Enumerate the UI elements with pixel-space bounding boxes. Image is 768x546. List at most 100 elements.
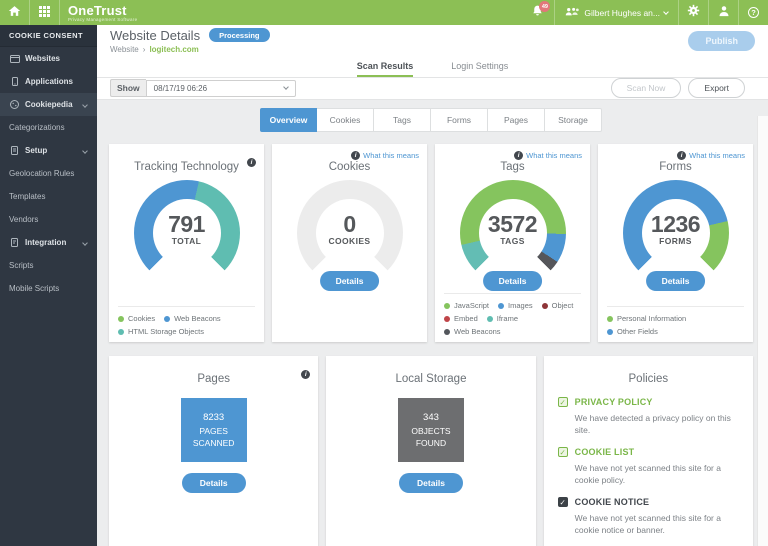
legend-label: HTML Storage Objects <box>128 327 204 336</box>
sidebar-item-geolocation-rules[interactable]: Geolocation Rules <box>0 162 97 185</box>
legend-label: Personal Information <box>617 314 687 323</box>
policy-cookie-notice: ✓ COOKIE NOTICE We have not yet scanned … <box>557 497 738 536</box>
profile-button[interactable] <box>708 0 738 25</box>
subtab-storage[interactable]: Storage <box>545 108 602 132</box>
legend-label: Embed <box>454 314 478 323</box>
what-this-means-link[interactable]: i What this means <box>677 151 745 160</box>
chevron-down-icon <box>82 101 88 108</box>
policy-cookie-list: ✓ COOKIE LIST We have not yet scanned th… <box>557 447 738 486</box>
home-button[interactable] <box>0 0 30 25</box>
policy-label: COOKIE LIST <box>574 447 635 457</box>
subtab-overview[interactable]: Overview <box>260 108 317 132</box>
checkbox-checked-icon[interactable]: ✓ <box>557 447 568 457</box>
what-this-means-link[interactable]: i What this means <box>351 151 419 160</box>
tags-card: i What this means Tags 3572 TAGS Details … <box>435 144 590 342</box>
sidebar-item-label: Setup <box>25 146 48 155</box>
sidebar-item-label: Cookiepedia <box>25 100 73 109</box>
details-button[interactable]: Details <box>319 271 380 291</box>
sidebar-item-applications[interactable]: Applications <box>0 70 97 93</box>
sidebar-item-label: Applications <box>25 77 74 86</box>
subtab-pages[interactable]: Pages <box>488 108 545 132</box>
sidebar-item-setup[interactable]: Setup <box>0 139 97 162</box>
gear-icon <box>687 4 700 22</box>
legend-dot <box>444 328 450 335</box>
info-icon[interactable]: i <box>247 151 256 169</box>
top-bar: OneTrust Privacy Management Software 49 … <box>0 0 768 25</box>
sidebar-item-templates[interactable]: Templates <box>0 185 97 208</box>
forms-gauge: 1236 FORMS Details <box>622 180 729 291</box>
cookies-gauge: 0 COOKIES Details <box>296 180 403 291</box>
chevron-down-icon <box>82 147 88 154</box>
notification-count-badge: 49 <box>539 1 551 12</box>
user-menu[interactable]: Gilbert Hughes an... <box>554 0 678 25</box>
card-title: Cookies <box>328 161 371 173</box>
stat-label: PAGES <box>199 425 228 436</box>
help-button[interactable]: ? <box>738 0 768 25</box>
legend-dot <box>607 315 613 322</box>
gauge-value: 0 <box>343 210 356 237</box>
subtab-tags[interactable]: Tags <box>374 108 431 132</box>
stat-value: 8233 <box>203 411 225 423</box>
person-icon <box>718 4 730 22</box>
sidebar-item-integration[interactable]: Integration <box>0 231 97 254</box>
legend-dot <box>444 315 450 322</box>
stat-label: OBJECTS <box>411 425 451 436</box>
tags-gauge: 3572 TAGS Details <box>459 180 566 291</box>
legend-label: Web Beacons <box>174 314 221 323</box>
tab-login-settings[interactable]: Login Settings <box>451 60 509 71</box>
publish-button[interactable]: Publish <box>688 30 755 51</box>
sidebar-item-label: Integration <box>25 238 67 247</box>
checkbox-checked-icon[interactable]: ✓ <box>557 497 568 507</box>
sidebar-item-categorizations[interactable]: Categorizations <box>0 116 97 139</box>
sidebar-item-cookiepedia[interactable]: Cookiepedia <box>0 93 97 116</box>
stat-label: FOUND <box>415 437 447 448</box>
sidebar-item-websites[interactable]: Websites <box>0 47 97 70</box>
subtab-forms[interactable]: Forms <box>431 108 488 132</box>
gauge-hole <box>152 199 221 267</box>
sidebar-item-mobile-scripts[interactable]: Mobile Scripts <box>0 277 97 300</box>
legend: JavaScript Images Object Embed Iframe We… <box>444 293 581 336</box>
checkbox-checked-icon[interactable]: ✓ <box>557 397 568 407</box>
tab-scan-results[interactable]: Scan Results <box>356 61 414 77</box>
card-title: Policies <box>628 373 669 385</box>
details-button[interactable]: Details <box>482 271 543 291</box>
sidebar-item-label: Mobile Scripts <box>9 284 60 293</box>
result-subtabs: Overview Cookies Tags Forms Pages Storag… <box>109 108 753 132</box>
scrollbar-track[interactable] <box>757 116 768 546</box>
scan-date-select[interactable]: 08/17/19 06:26 <box>145 79 296 97</box>
sidebar-item-vendors[interactable]: Vendors <box>0 208 97 231</box>
user-name: Gilbert Hughes an... <box>584 7 660 18</box>
scan-date-value: 08/17/19 06:26 <box>153 83 208 93</box>
chevron-down-icon <box>663 8 669 15</box>
breadcrumb-parent[interactable]: Website <box>110 44 139 54</box>
policy-label: COOKIE NOTICE <box>574 497 650 507</box>
tracking-technology-card: i Tracking Technology 791 TOTAL Cookies … <box>109 144 264 342</box>
gauge-hole <box>315 199 384 267</box>
page-title: Website Details <box>110 27 201 43</box>
legend-dot <box>164 315 171 322</box>
grid-icon <box>39 4 50 22</box>
subtab-cookies[interactable]: Cookies <box>317 108 374 132</box>
scan-controls: Show 08/17/19 06:26 Scan Now Export <box>97 77 768 100</box>
legend-label: Object <box>551 301 574 310</box>
details-button[interactable]: Details <box>645 271 706 291</box>
notifications-button[interactable]: 49 <box>520 0 554 25</box>
pages-card: i Pages 8233 PAGES SCANNED Details <box>109 356 319 546</box>
settings-button[interactable] <box>678 0 708 25</box>
details-button[interactable]: Details <box>399 473 463 493</box>
info-icon[interactable]: i <box>301 363 311 381</box>
forms-card: i What this means Forms 1236 FORMS Detail… <box>598 144 753 342</box>
app-switcher-button[interactable] <box>30 0 60 25</box>
brand-name: OneTrust <box>68 2 127 18</box>
details-button[interactable]: Details <box>181 473 246 493</box>
policies-card: Policies ✓ PRIVACY POLICY We have detect… <box>543 356 753 546</box>
sidebar-item-label: Geolocation Rules <box>9 169 75 178</box>
chevron-down-icon <box>82 239 88 246</box>
export-button[interactable]: Export <box>688 78 745 99</box>
sidebar-item-scripts[interactable]: Scripts <box>0 254 97 277</box>
scan-now-button[interactable]: Scan Now <box>610 78 682 99</box>
legend: Personal Information Other Fields <box>607 306 744 336</box>
legend: Cookies Web Beacons HTML Storage Objects <box>118 306 255 336</box>
what-this-means-link[interactable]: i What this means <box>514 151 582 160</box>
cookies-card: i What this means Cookies 0 COOKIES Detai… <box>272 144 427 342</box>
